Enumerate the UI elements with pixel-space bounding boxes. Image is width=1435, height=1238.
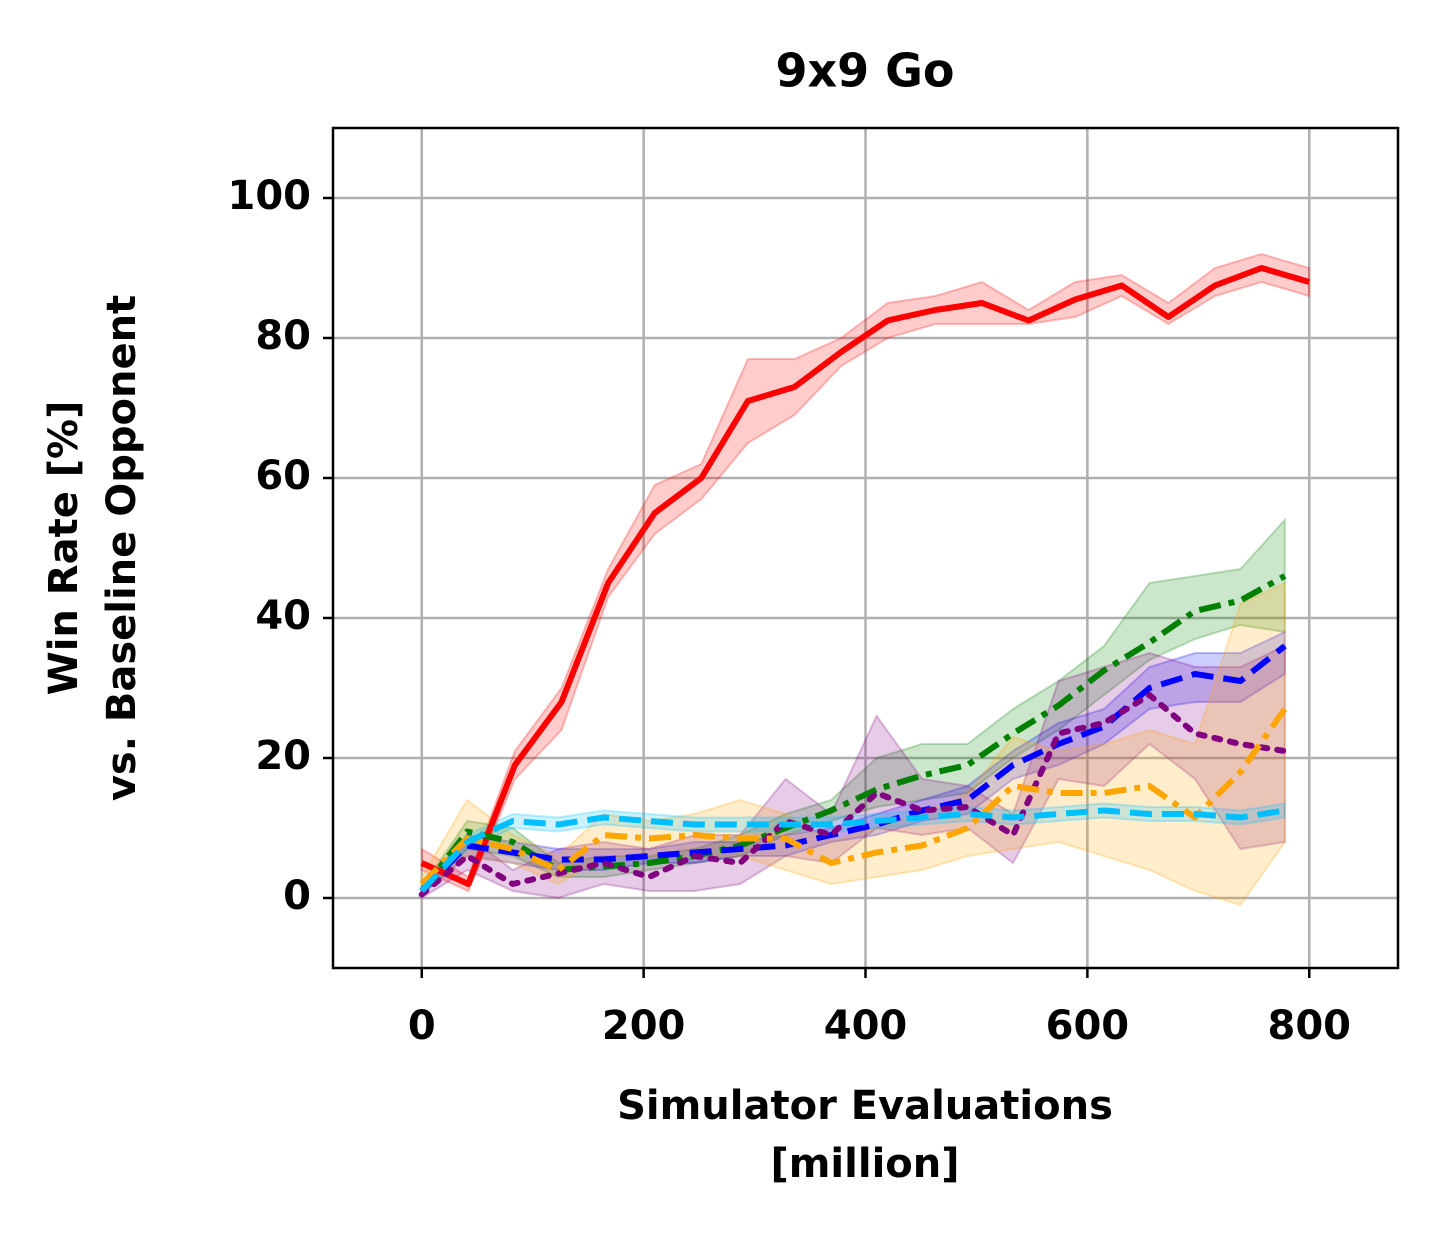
x-axis-label: Simulator Evaluations bbox=[617, 1083, 1113, 1129]
y-tick-label: 40 bbox=[255, 593, 311, 639]
y-tick-label: 20 bbox=[255, 733, 311, 779]
y-tick-label: 80 bbox=[255, 313, 311, 359]
x-tick-label: 800 bbox=[1268, 1003, 1352, 1049]
y-tick-label: 0 bbox=[283, 873, 311, 919]
series-line bbox=[418, 692, 1288, 898]
x-tick-label: 0 bbox=[408, 1003, 436, 1049]
y-axis-label: Win Rate [%] bbox=[41, 401, 87, 696]
x-tick-label: 200 bbox=[602, 1003, 686, 1049]
x-tick-label: 600 bbox=[1046, 1003, 1130, 1049]
confidence-band bbox=[420, 802, 1286, 897]
y-axis-label: vs. Baseline Opponent bbox=[99, 295, 145, 801]
series-line bbox=[419, 573, 1287, 893]
x-axis-label: [million] bbox=[770, 1141, 959, 1187]
chart-title: 9x9 Go bbox=[775, 44, 954, 98]
series-line bbox=[419, 807, 1286, 894]
y-tick-label: 100 bbox=[228, 173, 312, 219]
series-line bbox=[420, 265, 1311, 887]
y-tick-label: 60 bbox=[255, 453, 311, 499]
series-line bbox=[419, 643, 1287, 894]
plot-frame bbox=[331, 126, 1400, 970]
confidence-band bbox=[420, 252, 1311, 893]
series-line bbox=[419, 707, 1288, 887]
x-tick-label: 400 bbox=[824, 1003, 908, 1049]
